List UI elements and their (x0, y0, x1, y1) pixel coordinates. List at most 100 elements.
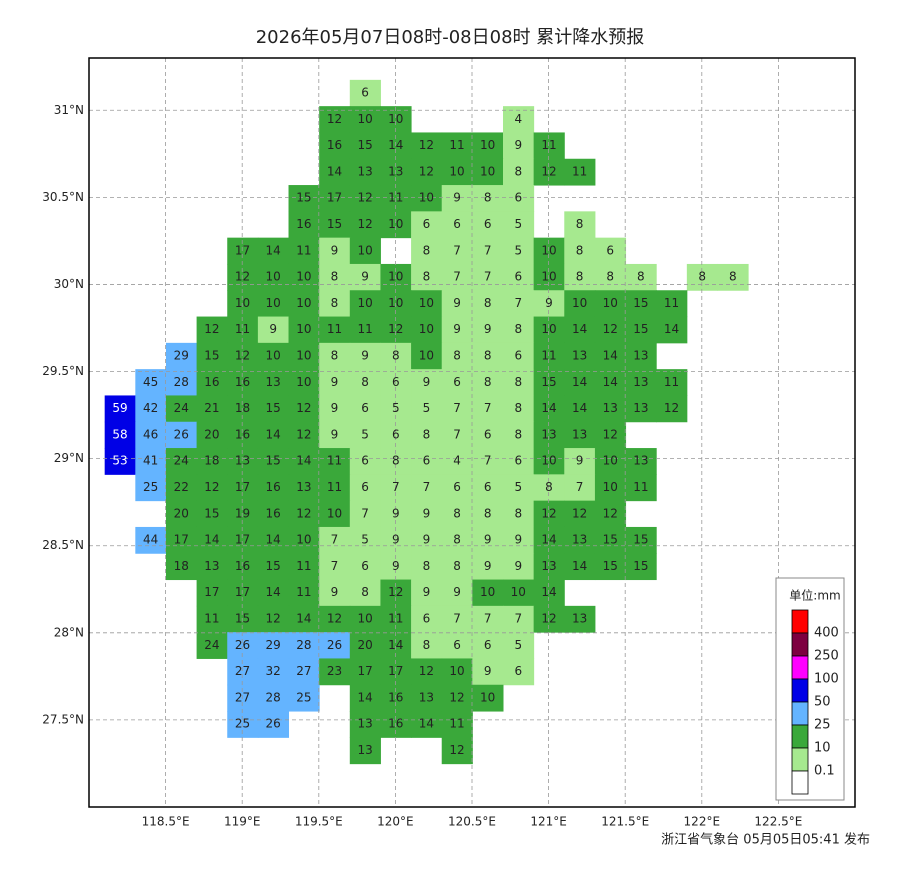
rain-value: 17 (357, 664, 372, 678)
rain-cell (564, 342, 596, 370)
rain-value: 14 (603, 375, 618, 389)
rain-cell (441, 553, 473, 581)
rain-value: 9 (392, 506, 400, 520)
rain-value: 10 (296, 270, 311, 284)
rain-value: 9 (453, 191, 461, 205)
x-tick-label: 119.5°E (295, 815, 343, 829)
legend-swatch (791, 632, 809, 657)
rain-value: 13 (633, 401, 648, 415)
rain-cell (411, 632, 443, 659)
rain-value: 8 (698, 270, 706, 284)
rain-value: 8 (606, 270, 614, 284)
rain-value: 7 (514, 612, 522, 626)
rain-value: 9 (484, 559, 492, 573)
rain-cell (196, 526, 228, 554)
rain-cell (349, 737, 381, 765)
rain-value: 13 (204, 559, 219, 573)
rain-value: 8 (484, 349, 492, 363)
rain-cell (349, 579, 381, 607)
rain-cell (380, 369, 412, 396)
legend-label: 50 (814, 695, 831, 710)
rain-value: 11 (327, 322, 342, 336)
rain-cell (625, 553, 657, 581)
rain-cell (441, 711, 473, 738)
x-tick-label: 122.5°E (754, 815, 802, 829)
rain-cell (380, 711, 412, 738)
rain-cell (503, 658, 535, 686)
rain-cell (594, 369, 627, 396)
rain-cell (135, 395, 167, 423)
legend-swatch (791, 609, 809, 634)
rain-value: 8 (331, 296, 339, 310)
rain-value: 10 (419, 296, 434, 310)
rain-value: 13 (357, 743, 372, 757)
rain-cell (564, 474, 596, 502)
axes: 118.5°E 119°E 119.5°E 120°E 120.5°E 121°E 121.… (42, 103, 802, 829)
rain-value: 15 (633, 559, 648, 573)
rain-value: 9 (361, 270, 369, 284)
rain-value: 12 (541, 612, 556, 626)
rain-cell (503, 526, 535, 554)
rain-value: 12 (449, 690, 464, 704)
rain-value: 14 (541, 401, 556, 415)
rain-cell (257, 342, 290, 370)
rain-cell (135, 526, 167, 554)
rain-cell (411, 658, 443, 686)
rain-cell (411, 553, 443, 581)
rain-value: 10 (296, 322, 311, 336)
rain-cell (441, 263, 473, 291)
rain-value: 14 (572, 375, 587, 389)
rain-value: 6 (514, 349, 522, 363)
rain-value: 14 (266, 585, 281, 599)
rain-value: 8 (423, 638, 431, 652)
rain-value: 11 (388, 612, 403, 626)
rain-cell (257, 632, 290, 659)
rain-cell (564, 395, 596, 423)
rain-cell (349, 369, 381, 396)
y-tick-label: 30°N (54, 277, 84, 291)
rain-value: 7 (484, 454, 492, 468)
rain-value: 10 (388, 112, 403, 126)
rain-value: 10 (266, 349, 281, 363)
rain-value: 8 (545, 480, 553, 494)
rain-value: 14 (388, 138, 403, 152)
rain-cell (165, 526, 198, 554)
rain-value: 16 (235, 427, 250, 441)
rain-value: 10 (296, 349, 311, 363)
rain-value: 9 (484, 322, 492, 336)
rain-cell (288, 290, 320, 318)
rain-value: 12 (603, 506, 618, 520)
rain-cell (319, 579, 351, 607)
rain-value: 13 (633, 454, 648, 468)
rain-value: 13 (572, 533, 587, 547)
rain-cell (135, 448, 167, 475)
rain-value: 8 (392, 349, 400, 363)
rain-value: 10 (266, 270, 281, 284)
rain-value: 58 (112, 427, 127, 441)
rain-cell (257, 474, 290, 502)
rain-cell (319, 632, 351, 659)
rain-cell (503, 342, 535, 370)
rain-cell (441, 737, 473, 765)
rain-value: 12 (204, 322, 219, 336)
rain-cell (380, 500, 412, 528)
rain-value: 5 (361, 533, 369, 547)
rain-value: 10 (541, 243, 556, 257)
rain-value: 7 (453, 401, 461, 415)
rain-value: 14 (572, 322, 587, 336)
y-tick-label: 29.5°N (42, 364, 84, 378)
rain-cell (594, 500, 627, 528)
rain-cell (380, 158, 412, 186)
rain-cell (472, 132, 504, 160)
rain-value: 12 (388, 322, 403, 336)
rain-cell (411, 158, 443, 186)
rain-cell (441, 369, 473, 396)
rain-cell (349, 158, 381, 186)
rain-cell (564, 500, 596, 528)
rain-cell (349, 526, 381, 554)
legend-swatch (791, 655, 809, 680)
rain-cell (625, 263, 657, 291)
rain-cell (533, 290, 565, 318)
rain-value: 6 (484, 480, 492, 494)
rain-value: 29 (266, 638, 281, 652)
